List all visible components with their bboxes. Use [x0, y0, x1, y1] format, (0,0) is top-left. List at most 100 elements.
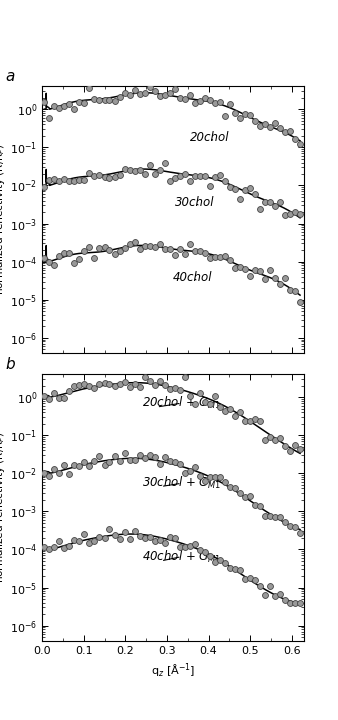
Point [202, 475, 208, 487]
Point [152, 86, 158, 97]
Point [157, 90, 162, 102]
Point [227, 403, 233, 415]
Point [237, 112, 243, 124]
Point [157, 238, 162, 249]
Point [217, 401, 222, 413]
Point [217, 554, 222, 566]
Point [237, 193, 243, 204]
Point [42, 96, 47, 107]
Point [232, 263, 238, 274]
Point [177, 384, 183, 395]
Point [57, 536, 62, 547]
Point [287, 284, 293, 296]
Point [52, 101, 57, 112]
Point [147, 375, 152, 387]
Point [247, 271, 252, 282]
Point [262, 273, 268, 284]
Point [202, 397, 208, 408]
Point [87, 461, 92, 472]
Point [137, 382, 142, 393]
Point [72, 381, 77, 392]
Point [107, 245, 112, 256]
Point [292, 521, 298, 532]
Point [277, 511, 283, 523]
Point [232, 410, 238, 422]
Point [192, 398, 197, 410]
Point [42, 541, 47, 553]
Point [297, 443, 303, 454]
Point [152, 379, 158, 390]
Point [187, 175, 192, 186]
Text: b: b [5, 356, 15, 372]
Point [292, 132, 298, 144]
Point [222, 405, 227, 417]
Point [47, 112, 52, 123]
Point [277, 588, 283, 600]
Y-axis label: normalized reflectivity (R/R$_F$): normalized reflectivity (R/R$_F$) [0, 432, 7, 583]
Point [252, 574, 258, 585]
Point [52, 463, 57, 474]
Point [262, 590, 268, 601]
Point [167, 88, 172, 99]
Point [247, 109, 252, 120]
Point [142, 532, 147, 544]
Point [242, 108, 247, 120]
Point [242, 263, 247, 274]
Point [127, 454, 132, 466]
Point [97, 243, 102, 254]
Point [67, 175, 72, 186]
Point [287, 125, 293, 137]
Point [77, 175, 82, 186]
Point [42, 252, 47, 264]
Point [262, 510, 268, 521]
Point [117, 533, 122, 544]
Point [287, 445, 293, 456]
Point [162, 537, 167, 549]
Text: 30chol + G$_{M1}$: 30chol + G$_{M1}$ [142, 475, 221, 491]
Point [87, 241, 92, 253]
Point [207, 94, 213, 105]
Point [167, 383, 172, 395]
Point [242, 492, 247, 503]
Point [137, 243, 142, 255]
Point [212, 556, 217, 567]
Point [162, 243, 167, 255]
Point [182, 541, 188, 553]
Point [142, 168, 147, 180]
Point [62, 392, 67, 404]
Point [162, 158, 167, 169]
Point [132, 454, 137, 465]
Point [162, 379, 167, 391]
Point [117, 378, 122, 390]
Point [247, 415, 252, 427]
Point [222, 110, 227, 122]
Point [67, 541, 72, 552]
Point [92, 536, 97, 547]
Point [257, 120, 263, 132]
Point [297, 527, 303, 539]
Point [72, 258, 77, 269]
Point [57, 102, 62, 114]
Point [172, 532, 177, 544]
Point [237, 487, 243, 499]
Point [62, 100, 67, 112]
Point [127, 381, 132, 392]
Point [212, 251, 217, 263]
Point [157, 535, 162, 546]
Point [132, 84, 137, 96]
Point [52, 173, 57, 184]
Point [157, 164, 162, 176]
Point [107, 523, 112, 535]
Point [92, 252, 97, 264]
Point [287, 597, 293, 608]
Point [47, 174, 52, 186]
Point [267, 510, 273, 522]
Point [207, 550, 213, 562]
Point [287, 208, 293, 220]
Point [87, 537, 92, 549]
Point [282, 126, 288, 138]
Point [132, 166, 137, 177]
Point [252, 264, 258, 276]
Point [272, 433, 278, 445]
Point [142, 371, 147, 382]
